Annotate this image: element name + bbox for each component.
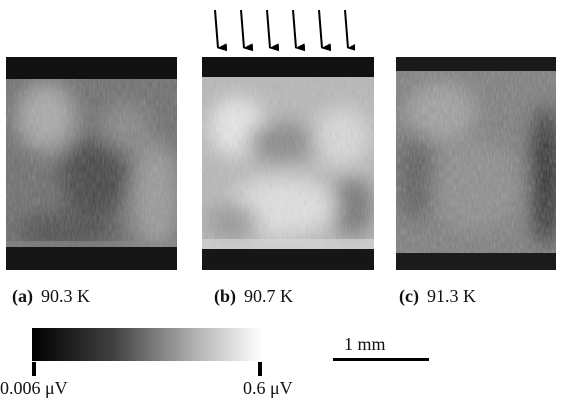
panel-b-image (202, 57, 374, 270)
current-direction-arrows (214, 9, 355, 52)
down-arrow-icon (214, 9, 228, 52)
scale-bar-label: 1 mm (344, 334, 386, 354)
down-arrow-icon (344, 9, 355, 52)
panel-c-letter: (c) (399, 286, 419, 306)
down-arrow-icon (266, 9, 280, 52)
colorbar (32, 328, 262, 361)
panel-b-caption: (b) 90.7 K (214, 285, 293, 307)
panel-b-temperature: 90.7 K (244, 286, 293, 306)
down-arrow-icon (292, 9, 306, 52)
down-arrow-icon (240, 9, 254, 52)
colorbar-min-label: 0.006 μV (0, 378, 68, 398)
panel-c-temperature: 91.3 K (426, 286, 476, 306)
panel-b-letter: (b) (214, 286, 236, 306)
panel-c-image (396, 57, 556, 270)
colorbar-max-label: 0.6 μV (243, 378, 293, 398)
panel-a-temperature: 90.3 K (41, 286, 90, 306)
panel-a-letter: (a) (12, 286, 33, 306)
panel-a-image (6, 57, 177, 270)
down-arrow-icon (318, 9, 332, 52)
panel-a-caption: (a) 90.3 K (12, 285, 90, 307)
panel-c-caption: (c) 91.3 K (399, 285, 476, 307)
colorbar-max-tick (258, 362, 262, 376)
colorbar-min-tick (32, 362, 36, 376)
scale-bar (333, 358, 429, 361)
